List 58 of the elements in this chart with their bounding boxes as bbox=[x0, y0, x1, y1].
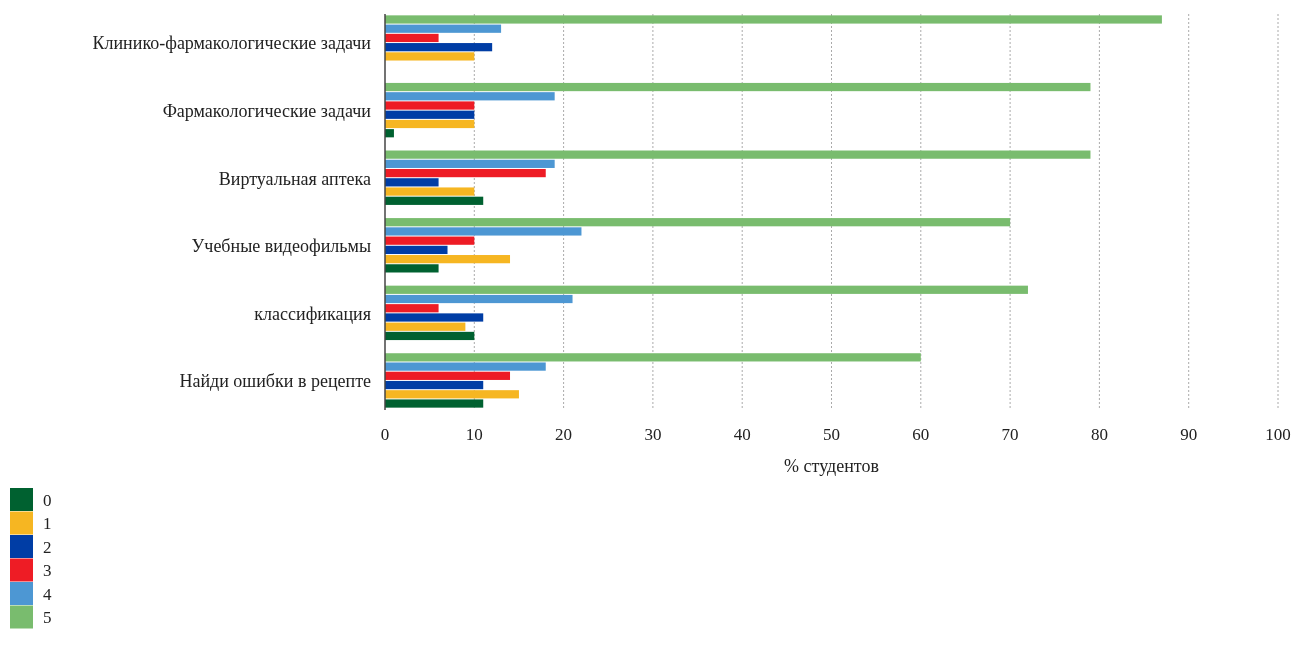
x-tick-label: 20 bbox=[555, 425, 573, 444]
legend-label: 2 bbox=[43, 537, 52, 557]
y-tick-label: Найди ошибки в рецепте bbox=[179, 371, 371, 392]
x-tick-label: 70 bbox=[1001, 425, 1019, 444]
y-tick-label: Учебные видеофильмы bbox=[191, 236, 371, 257]
bar bbox=[385, 255, 511, 264]
bar bbox=[385, 322, 466, 331]
bar bbox=[385, 101, 475, 110]
y-tick-label: Виртуальная аптека bbox=[218, 168, 371, 189]
bar bbox=[385, 313, 484, 322]
bar bbox=[385, 304, 439, 313]
bar bbox=[385, 33, 439, 43]
bar bbox=[385, 353, 921, 362]
legend-label: 5 bbox=[43, 608, 52, 628]
bar bbox=[385, 110, 475, 119]
bar bbox=[385, 264, 439, 273]
bar bbox=[385, 43, 493, 52]
bar bbox=[385, 196, 484, 205]
bar bbox=[385, 52, 475, 61]
bar bbox=[385, 390, 519, 399]
bar bbox=[385, 399, 484, 408]
x-tick-label: 30 bbox=[644, 425, 662, 444]
legend-label: 0 bbox=[43, 490, 52, 510]
bar bbox=[385, 15, 1162, 24]
bar bbox=[385, 150, 1091, 159]
x-tick-label: 80 bbox=[1090, 425, 1108, 444]
bar bbox=[385, 285, 1028, 294]
bar bbox=[385, 92, 555, 101]
bar bbox=[385, 236, 475, 245]
bar bbox=[385, 119, 475, 129]
bar bbox=[385, 294, 573, 304]
y-tick-label: классификация bbox=[254, 303, 371, 324]
bar bbox=[385, 371, 511, 380]
x-tick-label: 0 bbox=[380, 425, 390, 444]
x-tick-label: 100 bbox=[1265, 425, 1291, 444]
bar bbox=[385, 168, 546, 178]
y-tick-label: Фармакологические задачи bbox=[162, 100, 372, 121]
bar bbox=[385, 245, 448, 255]
bar bbox=[385, 331, 475, 341]
legend-label: 4 bbox=[43, 584, 52, 604]
x-tick-label: 50 bbox=[823, 425, 840, 444]
bar bbox=[385, 362, 546, 371]
x-tick-label: 40 bbox=[733, 425, 751, 444]
y-tick-label: Клинико-фармакологические задачи bbox=[92, 33, 372, 54]
x-tick-label: 90 bbox=[1180, 425, 1198, 444]
bar bbox=[385, 82, 1091, 92]
bar bbox=[385, 227, 582, 236]
bar bbox=[385, 380, 484, 390]
bar bbox=[385, 159, 555, 168]
x-tick-label: 10 bbox=[465, 425, 483, 444]
legend-label: 3 bbox=[43, 561, 52, 581]
bar bbox=[385, 187, 475, 196]
bar bbox=[385, 218, 1011, 227]
x-axis-title: % студентов bbox=[784, 456, 879, 476]
legend-label: 1 bbox=[43, 514, 52, 534]
bar bbox=[385, 24, 502, 33]
x-tick-label: 60 bbox=[912, 425, 930, 444]
bar bbox=[385, 178, 439, 187]
